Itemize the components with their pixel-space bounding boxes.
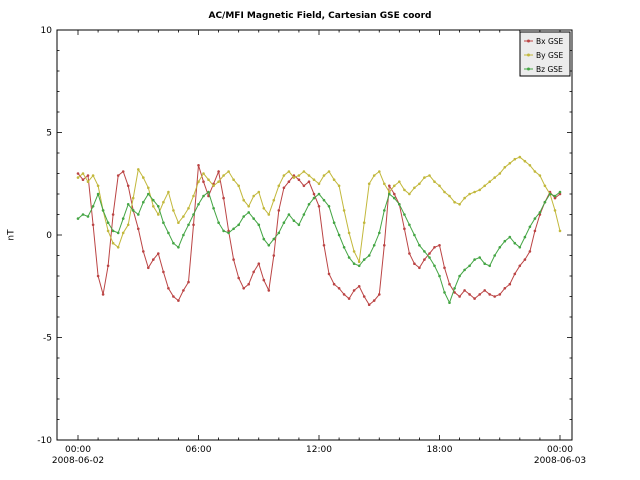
legend-marker-dot xyxy=(527,67,530,71)
legend: Bx GSE By GSE Bz GSE xyxy=(519,31,571,77)
x-tick-label: 12:00 xyxy=(306,445,332,455)
legend-label: Bx GSE xyxy=(536,37,564,46)
legend-marker-dot xyxy=(527,53,530,57)
x-tick-label: 00:00 xyxy=(65,445,91,455)
y-tick-label: 5 xyxy=(46,129,52,139)
x-tick-label: 18:00 xyxy=(427,445,453,455)
series-bz-gse xyxy=(76,190,562,305)
chart-title: AC/MFI Magnetic Field, Cartesian GSE coo… xyxy=(208,11,432,21)
series-markers-bz-gse xyxy=(76,190,562,305)
legend-label: Bz GSE xyxy=(536,65,563,74)
legend-marker-dot xyxy=(527,39,530,43)
y-tick-label: 10 xyxy=(41,26,53,36)
legend-label: By GSE xyxy=(536,51,564,60)
y-tick-label: 0 xyxy=(46,231,52,241)
x-tick-label: 06:00 xyxy=(186,445,212,455)
y-tick-label: -5 xyxy=(43,334,52,344)
plot-border xyxy=(56,29,573,441)
x-date-label: 2008-06-02 xyxy=(52,456,104,466)
series-line-bx-gse xyxy=(77,165,561,306)
x-tick-label: 00:00 xyxy=(547,445,573,455)
x-date-label: 2008-06-03 xyxy=(534,456,586,466)
y-tick-label: -10 xyxy=(37,436,52,446)
y-axis: -10 -5 0 5 10 xyxy=(37,26,572,446)
series-markers-bx-gse xyxy=(76,164,562,307)
series-bx-gse xyxy=(76,164,562,307)
